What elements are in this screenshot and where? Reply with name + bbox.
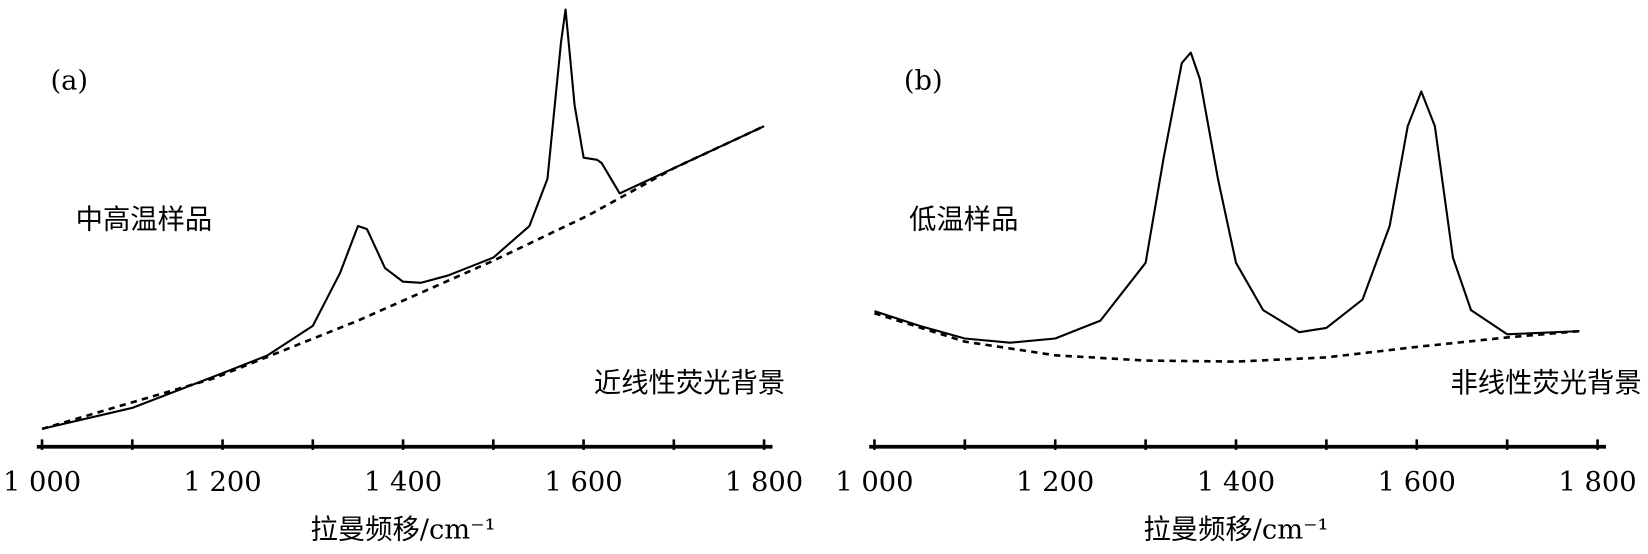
spectrum-curve — [41, 8, 765, 430]
x-tick-label: 1 200 — [183, 467, 261, 498]
x-tick-label: 1 600 — [1378, 467, 1456, 498]
sample-label: 低温样品 — [909, 204, 1018, 235]
background-label: 非线性荧光背景 — [1450, 368, 1641, 399]
background-label: 近线性荧光背景 — [594, 368, 785, 399]
x-axis-label: 拉曼频移/cm⁻¹ — [311, 514, 496, 545]
x-tick-label: 1 200 — [1016, 467, 1094, 498]
sample-label: 中高温样品 — [76, 204, 213, 235]
panel-label: (b) — [904, 66, 943, 97]
x-tick-label: 1 800 — [725, 467, 803, 498]
panel-label: (a) — [50, 66, 88, 97]
spectrum-curve — [874, 51, 1580, 344]
x-tick-label: 1 400 — [1197, 467, 1275, 498]
baseline-curve — [41, 124, 765, 431]
x-tick-label: 1 600 — [544, 467, 622, 498]
baseline-curve — [874, 312, 1580, 363]
x-tick-label: 1 800 — [1558, 467, 1636, 498]
x-tick-label: 1 400 — [364, 467, 442, 498]
x-tick-label: 1 000 — [835, 467, 913, 498]
x-tick-label: 1 000 — [3, 467, 81, 498]
x-axis-label: 拉曼频移/cm⁻¹ — [1143, 514, 1328, 545]
